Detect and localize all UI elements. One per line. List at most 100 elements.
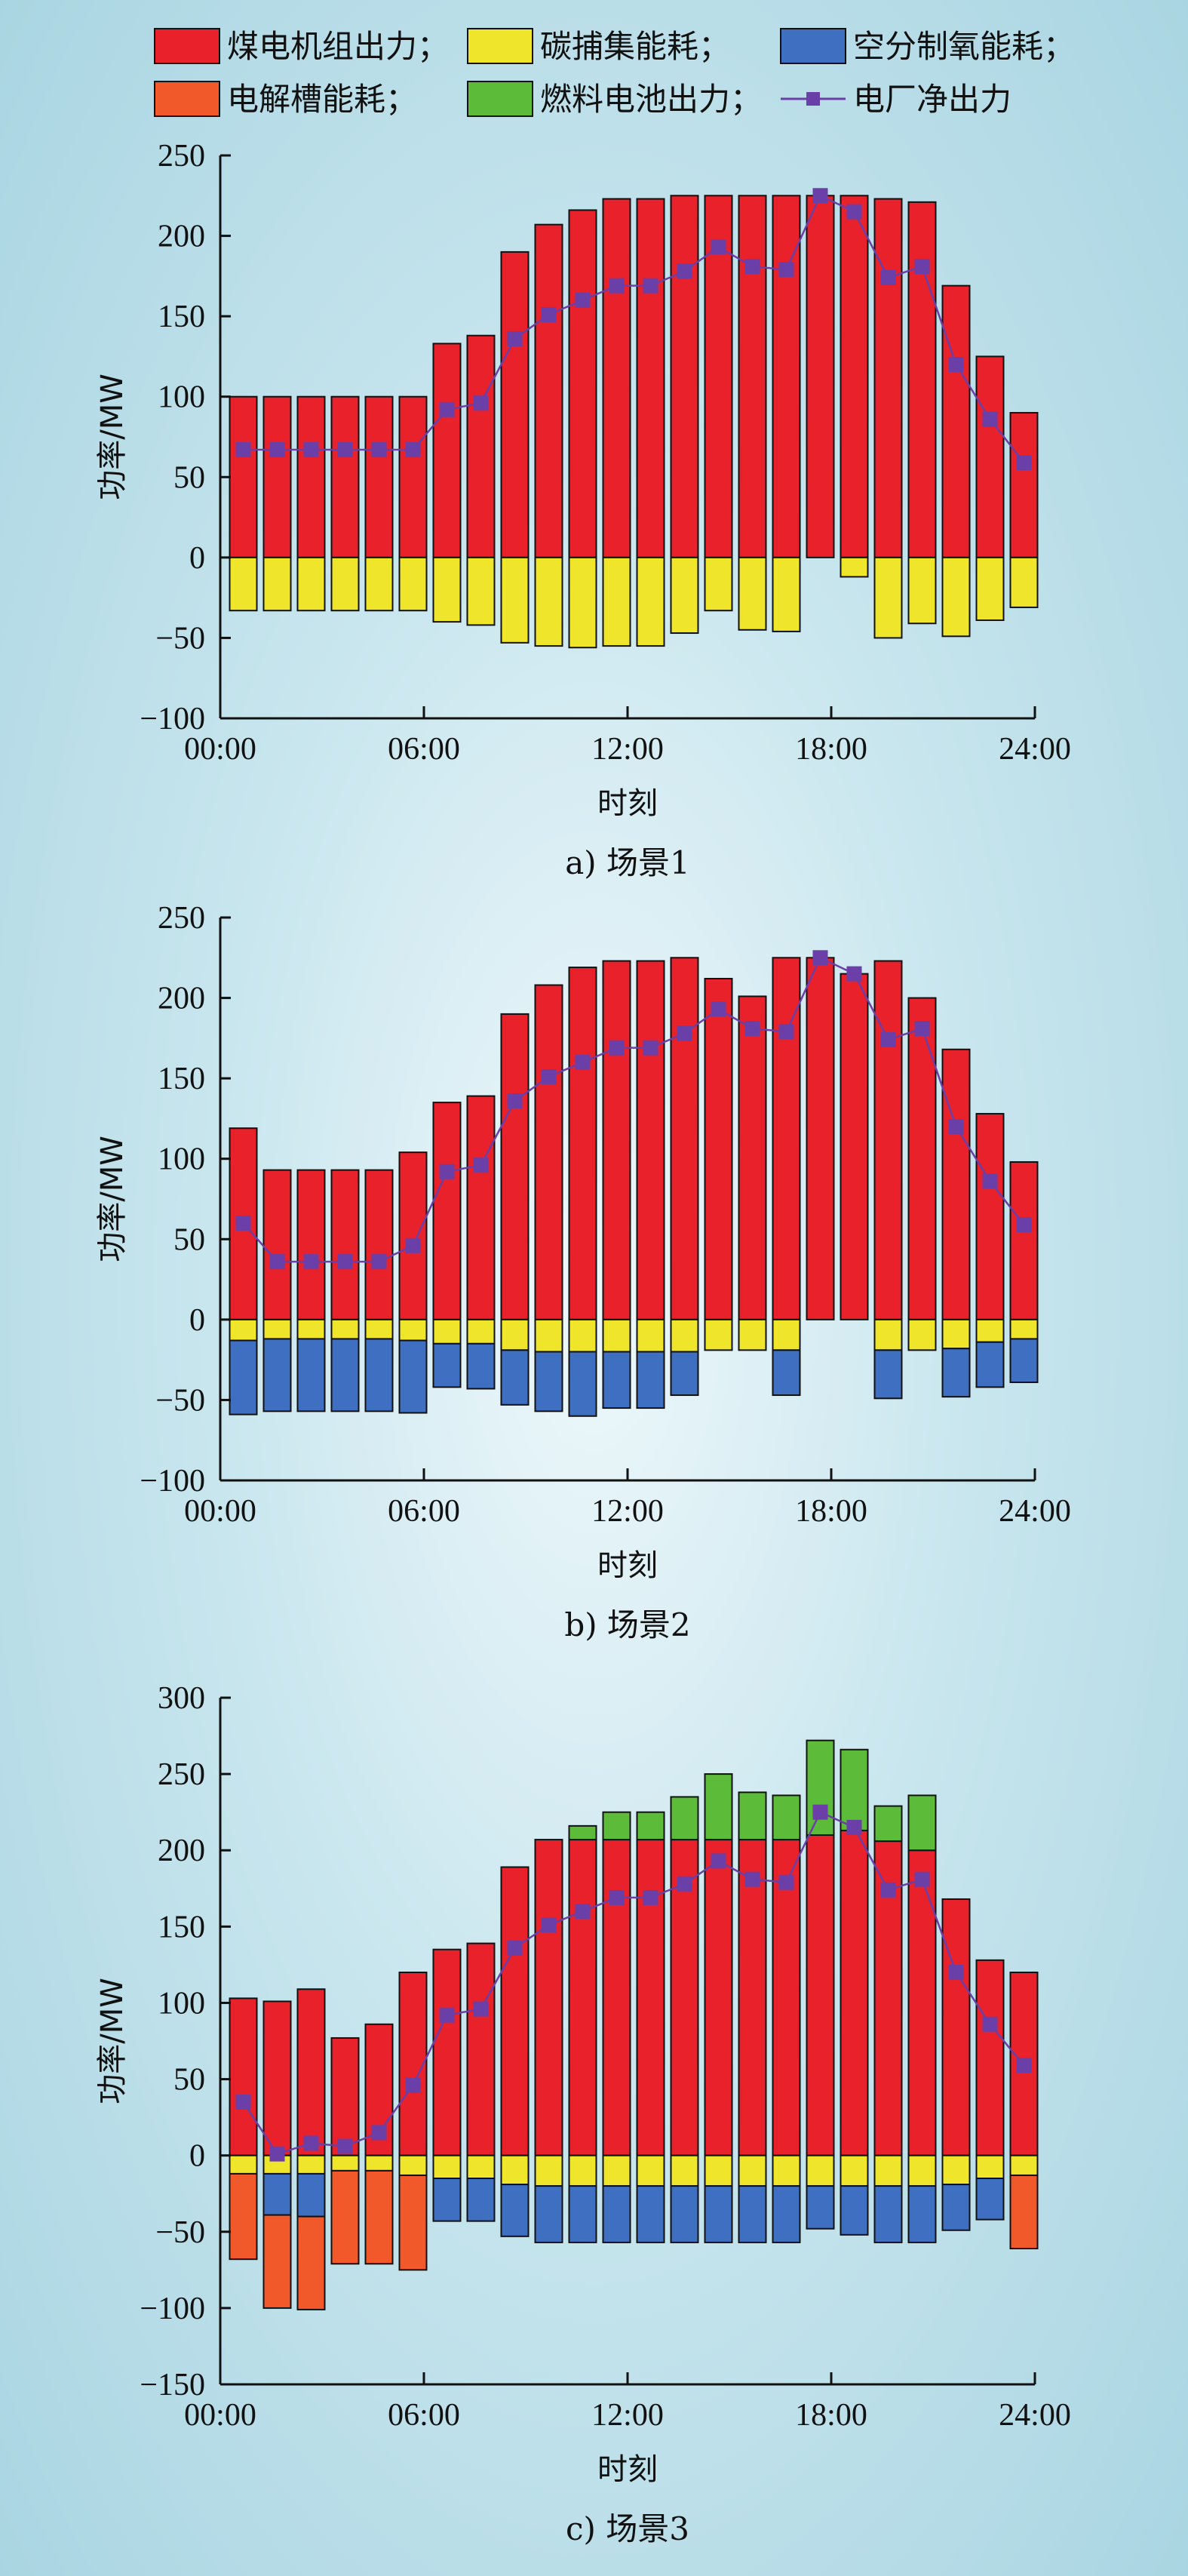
y-tick-label: −50 (155, 2215, 205, 2250)
bar-coal (670, 957, 699, 1320)
x-axis-title: 时刻 (597, 2452, 658, 2487)
net-power-point (914, 1871, 930, 1887)
net-power-point (235, 2094, 251, 2110)
net-power-point (948, 1965, 964, 1980)
y-tick-label: 100 (158, 1986, 205, 2021)
y-tick-label: 100 (158, 1142, 205, 1177)
bar-coal (636, 198, 665, 558)
y-axis-title: 功率/MW (95, 373, 130, 500)
bar-coal (873, 960, 903, 1320)
net-power-point (235, 442, 251, 458)
bar-coal (772, 957, 801, 1320)
bar-capture (296, 1318, 326, 1340)
bar-coal (806, 195, 835, 558)
bar-capture (364, 2154, 394, 2172)
bar-capture (229, 2154, 258, 2175)
bar-capture (229, 1318, 258, 1342)
legend-swatch-coal (154, 28, 220, 64)
net-power-point (982, 411, 998, 427)
legend-label-capture: 碳捕集能耗； (540, 28, 730, 65)
net-power-point (846, 204, 862, 220)
bar-capture (568, 556, 597, 649)
bar-coal (806, 957, 835, 1320)
bar-capture (704, 2154, 733, 2187)
net-power-point (235, 1215, 251, 1231)
net-power-point (880, 1882, 896, 1898)
x-tick-label: 06:00 (388, 732, 460, 767)
bar-capture (975, 1318, 1005, 1343)
net-power-point (948, 357, 964, 373)
chart-scenario-3: −150 −100 −50 0 50 100 150 200 250 300 00:00 06:00 1… (95, 1681, 1071, 2547)
bar-capture (330, 2154, 360, 2172)
bar-capture (262, 1318, 292, 1340)
net-power-point (677, 263, 692, 279)
bar-capture (670, 1318, 699, 1353)
bar-coal (296, 1988, 326, 2156)
y-axis-title: 功率/MW (95, 1136, 130, 1262)
bar-capture (670, 556, 699, 635)
bar-capture (432, 556, 462, 623)
bar-electrolyzer (262, 2214, 292, 2309)
bar-capture (296, 556, 326, 612)
bar-coal (1009, 1160, 1039, 1320)
bar-coal (262, 395, 292, 558)
bar-coal (772, 195, 801, 558)
bar-coal (432, 1102, 462, 1320)
bar-coal (398, 395, 428, 558)
net-power-point (337, 2138, 353, 2154)
bar-asu (262, 1338, 292, 1412)
bar-fuelcell (704, 1773, 733, 1841)
net-power-point (812, 188, 828, 204)
legend-label-coal: 煤电机组出力； (227, 28, 449, 65)
bar-capture (534, 1318, 563, 1353)
x-tick-label: 18:00 (795, 1494, 867, 1529)
y-tick-label: −100 (140, 702, 205, 736)
y-tick-label: −100 (140, 2292, 205, 2326)
y-axis-title: 功率/MW (95, 1978, 130, 2104)
x-tick-label: 24:00 (999, 732, 1071, 767)
net-power-point (473, 1157, 489, 1173)
legend-label-electrolyzer: 电解槽能耗； (227, 81, 417, 118)
bar-fuelcell (907, 1794, 937, 1852)
bar-coal (636, 960, 665, 1320)
bar-capture (941, 556, 971, 638)
bar-asu (907, 2185, 937, 2243)
legend-swatch-fuelcell (467, 81, 533, 117)
y-tick-label: 250 (158, 1757, 205, 1792)
bar-capture (738, 2154, 767, 2187)
net-power-point (507, 330, 523, 346)
bar-fuelcell (840, 1748, 869, 1831)
bar-capture (975, 2154, 1005, 2180)
net-power-point (575, 292, 591, 308)
y-tick-label: −50 (155, 1383, 205, 1418)
chart-scenario-2: −100 −50 0 50 100 150 200 250 00:00 06:00 12:00 18:… (95, 901, 1071, 1643)
net-power-point (507, 1940, 523, 1956)
bar-coal (330, 395, 360, 558)
bar-capture (330, 556, 360, 612)
bar-capture (738, 1318, 767, 1351)
net-power-point (473, 395, 489, 411)
bar-capture (941, 1318, 971, 1350)
bar-coal (262, 1169, 292, 1320)
bar-coal (466, 334, 496, 558)
y-tick-label: 50 (173, 460, 205, 495)
net-power-point (812, 950, 828, 966)
bar-capture (500, 2154, 530, 2186)
net-power-point (778, 262, 794, 278)
bar-capture (398, 1318, 428, 1342)
legend-swatch-capture (467, 28, 533, 64)
x-tick-label: 24:00 (999, 1494, 1071, 1529)
bar-coal (534, 984, 563, 1320)
bar-fuelcell (806, 1739, 835, 1836)
y-tick-label: 50 (173, 1222, 205, 1257)
bar-capture (1009, 2154, 1039, 2176)
bar-capture (873, 1318, 903, 1351)
bar-coal (636, 1839, 665, 2156)
bar-asu (398, 1339, 428, 1414)
bar-coal (262, 2000, 292, 2156)
y-tick-label: 150 (158, 1910, 205, 1944)
bar-asu (534, 1351, 563, 1412)
bar-capture (907, 556, 937, 625)
bar-capture (772, 2154, 801, 2187)
